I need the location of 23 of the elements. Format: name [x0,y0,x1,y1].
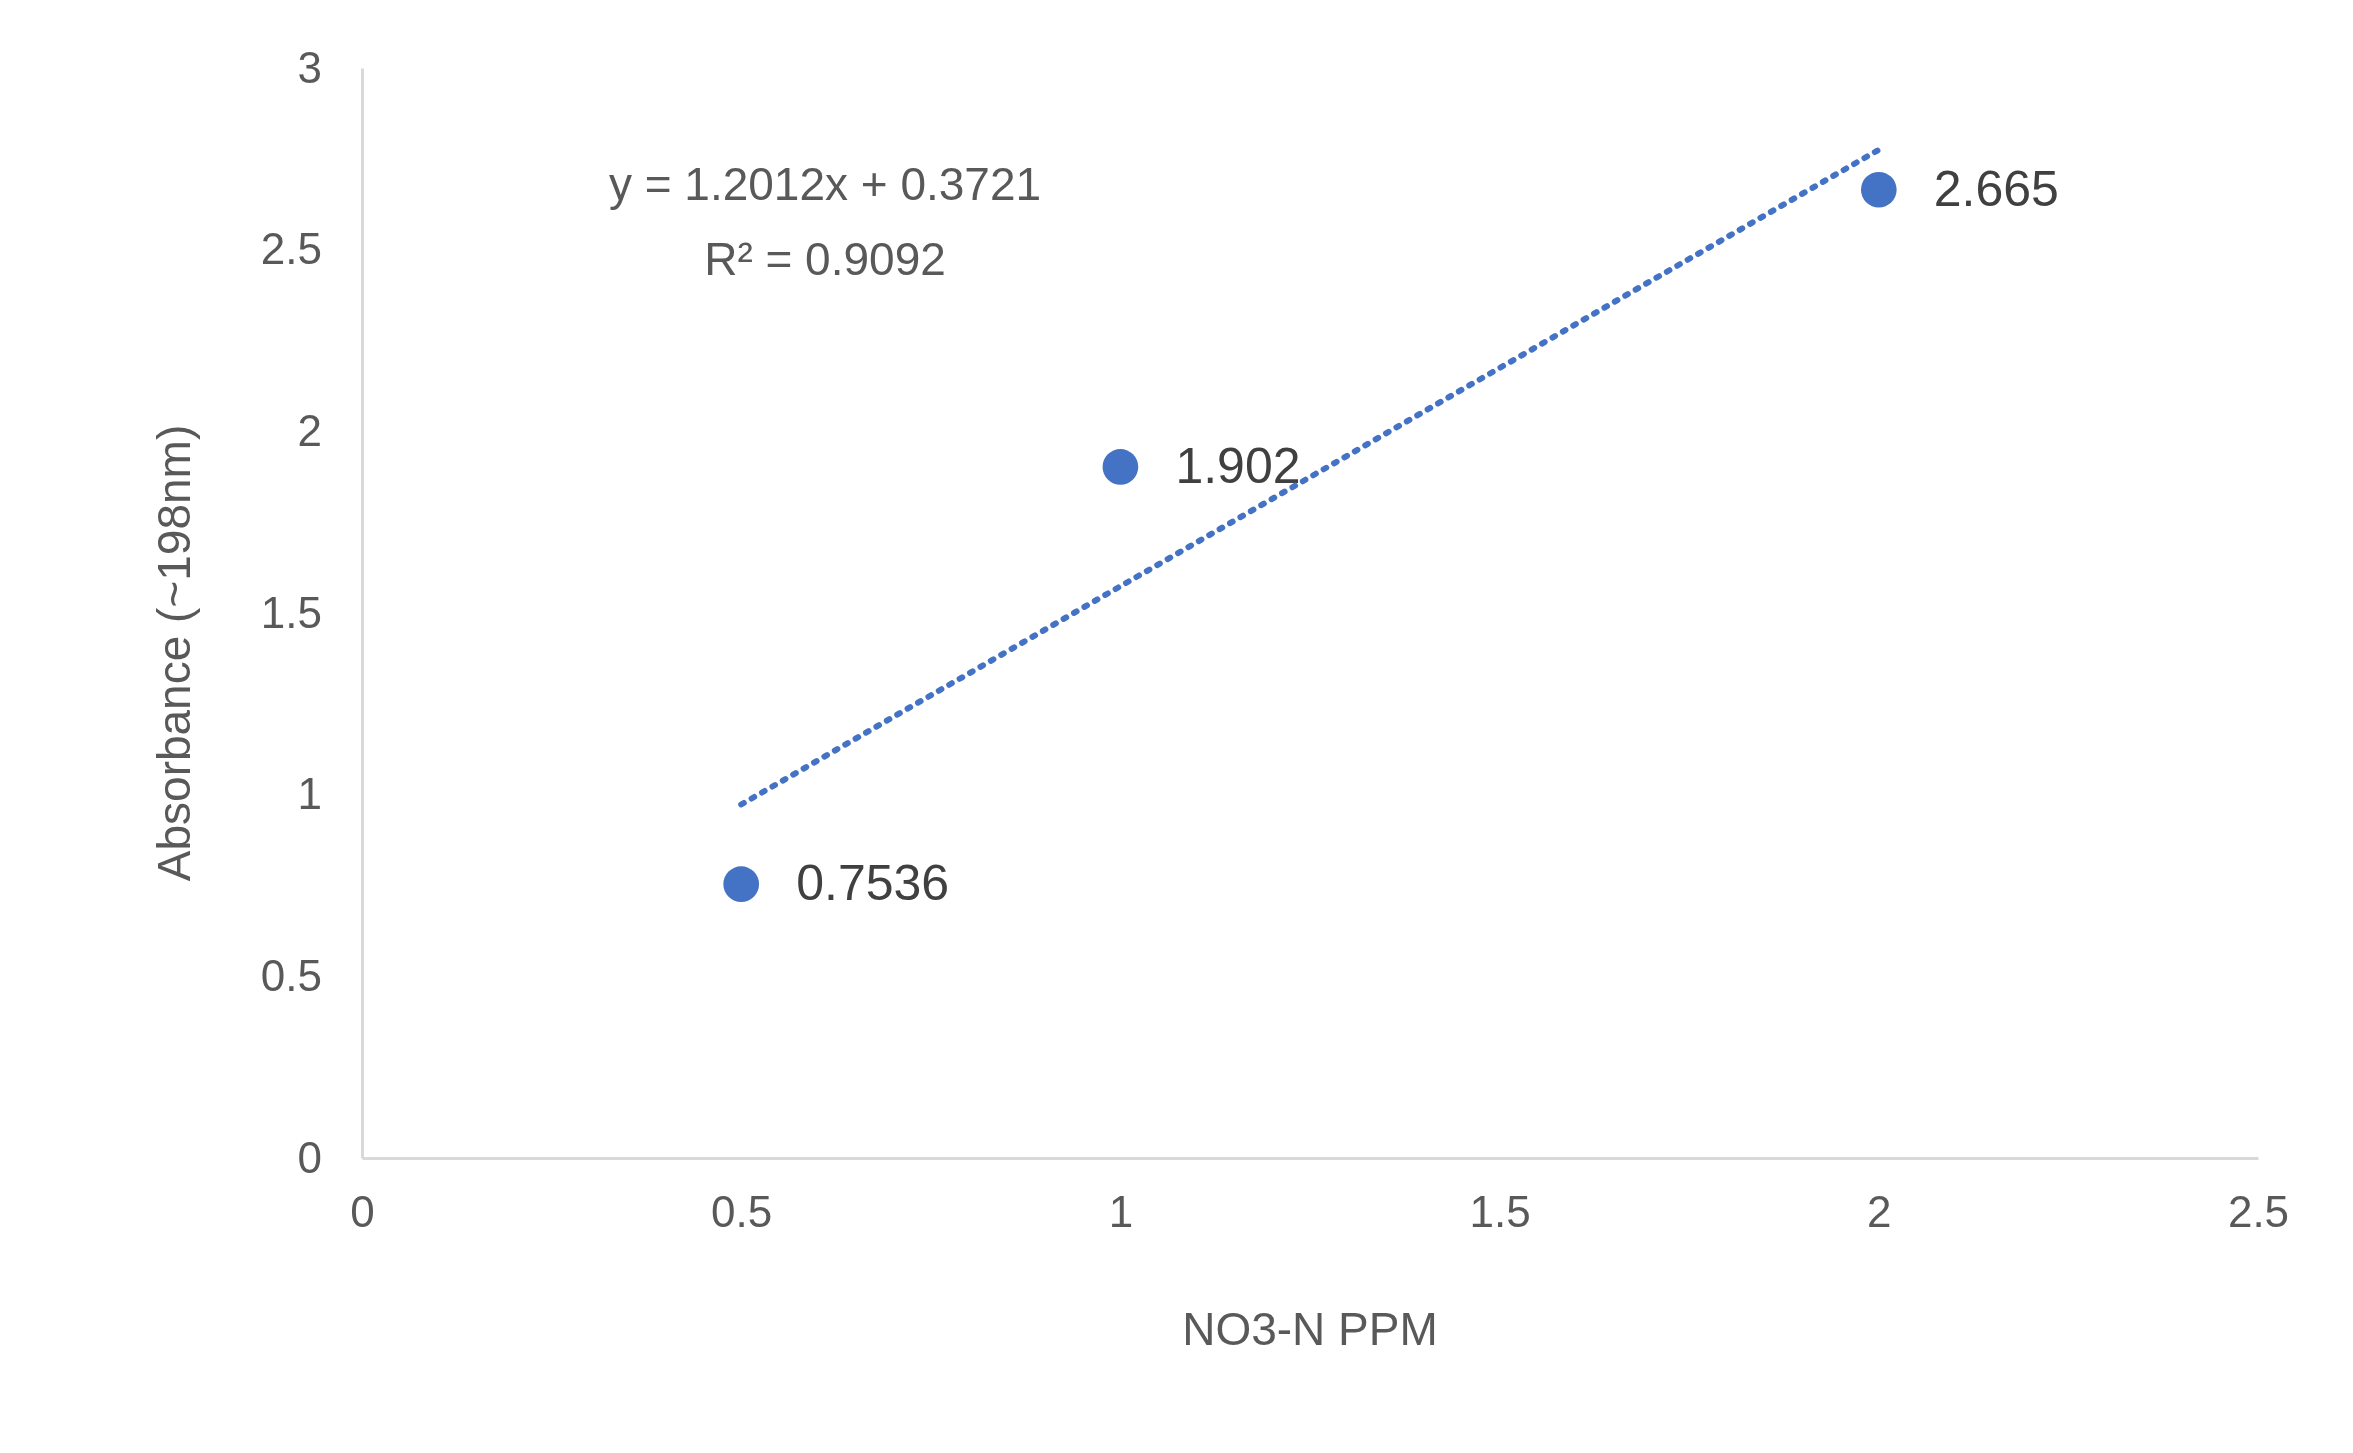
x-tick-label: 1.5 [1469,1187,1531,1237]
y-tick-label: 2.5 [260,224,322,274]
x-tick-label: 0 [350,1187,375,1237]
annotation: R² = 0.9092 [704,233,946,285]
y-tick-label: 3 [297,42,322,92]
data-label: 1.902 [1175,437,1301,494]
y-tick-label: 1.5 [260,587,322,637]
data-label: 2.665 [1933,160,2059,217]
x-tick-label: 1 [1108,1187,1134,1237]
x-tick-label: 0.5 [711,1187,773,1237]
data-label: 0.7536 [796,855,950,912]
y-tick-label: 1 [297,769,322,819]
y-axis-title: Absorbance (~198nm) [148,424,200,882]
x-tick-label: 2.5 [2227,1187,2290,1237]
x-axis-title: NO3-N PPM [1182,1303,1438,1355]
y-tick-label: 0.5 [260,950,322,1000]
annotation: y = 1.2012x + 0.3721 [608,158,1042,210]
point [723,866,760,902]
x-tick-label: 2 [1867,1187,1892,1237]
y-tick-label: 2 [297,405,322,455]
point [1102,449,1139,485]
point [1860,171,1897,208]
y-tick-label: 0 [297,1132,322,1182]
